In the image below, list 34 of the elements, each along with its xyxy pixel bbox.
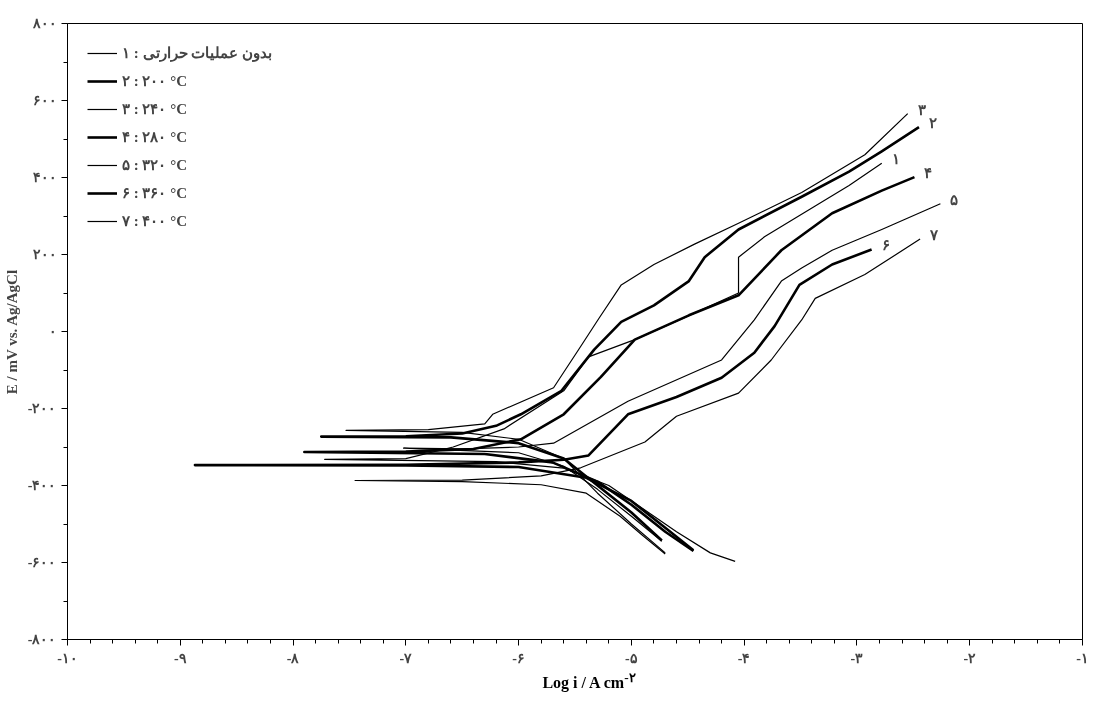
y-tick-label: ۶۰۰ <box>32 93 57 108</box>
annotation: ۷ <box>929 227 940 244</box>
x-tick-label: -۶ <box>512 650 525 666</box>
annotation: ۱ <box>891 151 900 168</box>
x-tick-label: -۵ <box>625 650 638 666</box>
x-tick-label: -۱ <box>1076 650 1089 666</box>
y-tick-label: ۰ <box>48 324 57 339</box>
y-tick-label: -۶۰۰ <box>27 555 57 570</box>
annotation: ۶ <box>881 237 890 254</box>
annotation: ۲ <box>928 115 937 132</box>
legend-label: ۵ : ۳۲۰ °C <box>122 156 188 174</box>
annotation: ۵ <box>950 191 959 208</box>
legend-label: ۱ : بدون عملیات حرارتی <box>122 44 272 62</box>
x-tick-label: -۲ <box>963 650 977 666</box>
x-tick-label: -۳ <box>850 650 864 666</box>
y-tick-label: -۲۰۰ <box>27 401 57 416</box>
x-tick-label: -۸ <box>286 650 300 666</box>
legend-label: ۷ : ۴۰۰ °C <box>122 212 188 230</box>
legend-label: ۳ : ۲۴۰ °C <box>122 100 188 118</box>
annotation: ۳ <box>917 101 926 118</box>
y-tick-label: ۲۰۰ <box>32 247 57 262</box>
y-tick-label: ۴۰۰ <box>32 170 57 185</box>
y-tick-label: -۸۰۰ <box>27 632 57 647</box>
x-tick-label: -۹ <box>173 650 187 666</box>
legend-label: ۶ : ۳۶۰ °C <box>122 184 188 202</box>
y-tick-label: ۸۰۰ <box>31 16 57 31</box>
x-tick-label: -۴ <box>737 650 751 666</box>
y-tick-label: -۴۰۰ <box>27 478 57 493</box>
annotation: ۴ <box>924 165 933 182</box>
x-tick-label: -۱۰ <box>57 650 78 666</box>
legend-label: ۴ : ۲۸۰ °C <box>122 128 188 146</box>
legend-label: ۲ : ۲۰۰ °C <box>122 72 188 90</box>
y-axis-title: E / mV vs. Ag/AgCl <box>3 269 20 395</box>
x-tick-label: -۷ <box>399 650 413 666</box>
